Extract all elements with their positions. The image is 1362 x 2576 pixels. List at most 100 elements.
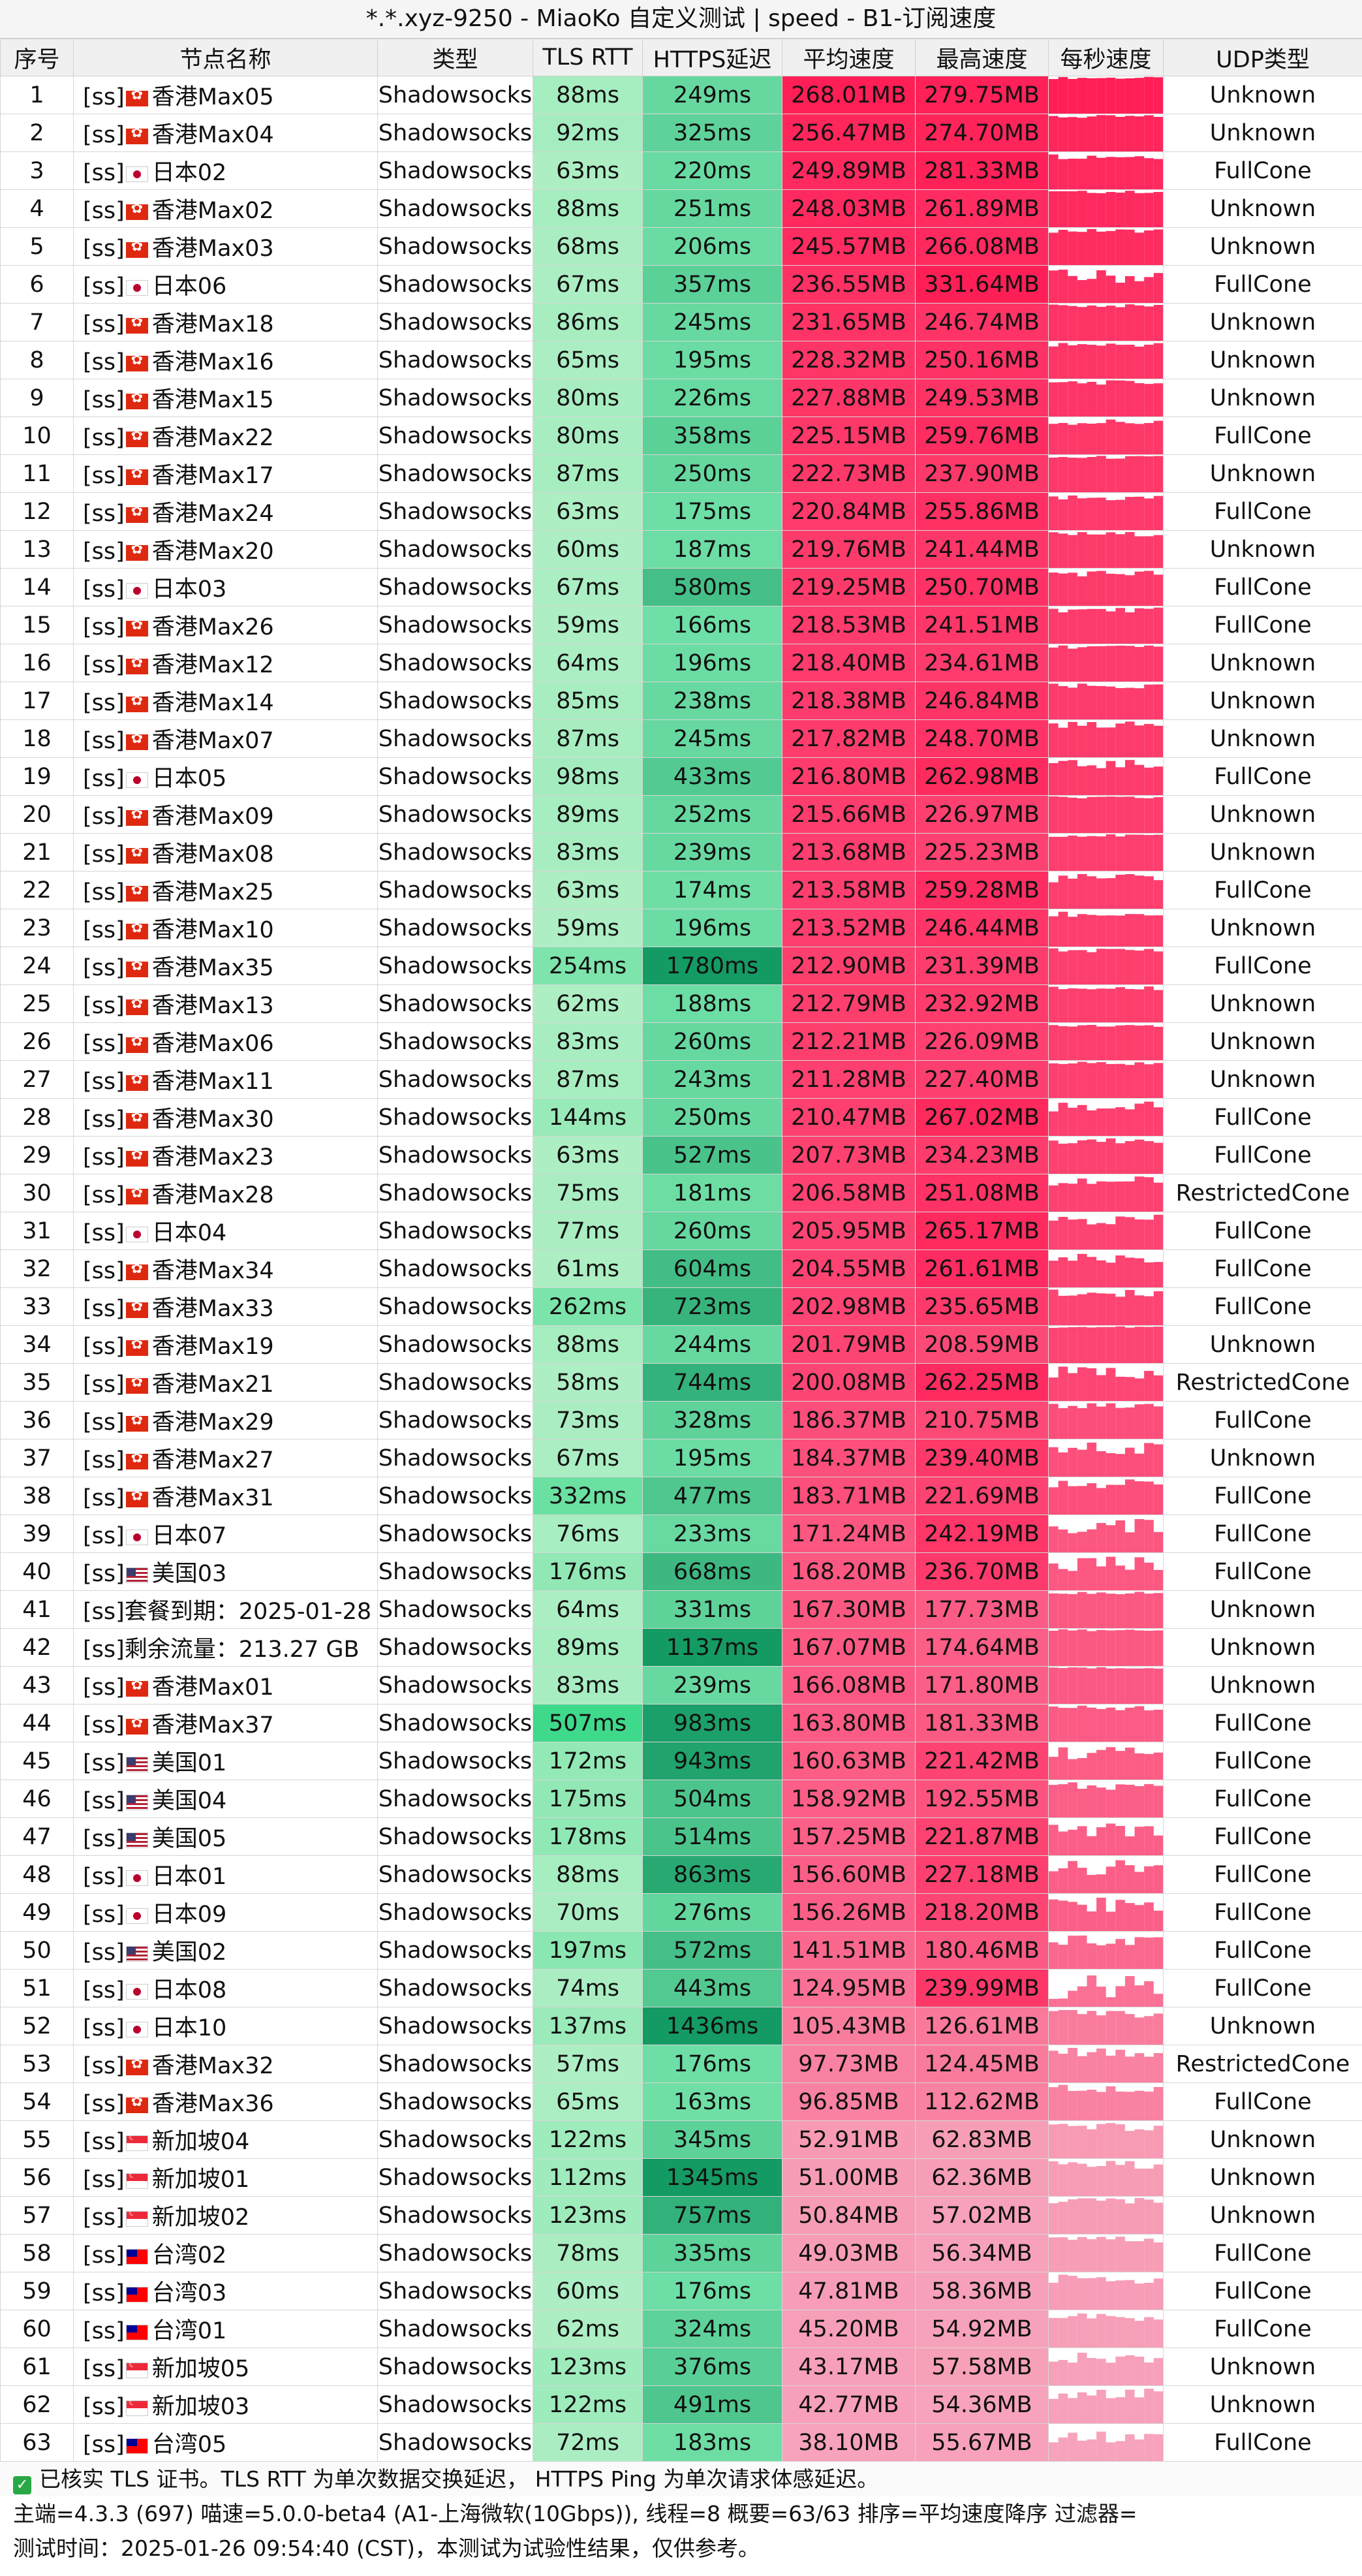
table-row[interactable]: 58 [ss] 台湾02 Shadowsocks 78ms 335ms 49.03MB 56.… xyxy=(0,2234,1362,2272)
table-row[interactable]: 40 [ss] 美国03 Shadowsocks 176ms 668ms 168.20MB 2… xyxy=(0,1552,1362,1591)
speed-bar xyxy=(1153,990,1163,1022)
table-row[interactable]: 8[ss]香港Max16Shadowsocks65ms195ms228.32MB… xyxy=(0,341,1362,379)
table-row[interactable]: 2[ss]香港Max04Shadowsocks92ms325ms256.47MB… xyxy=(0,114,1362,152)
speed-bar xyxy=(1077,1826,1087,1855)
table-row[interactable]: 50 [ss] 美国02 Shadowsocks 197ms 572ms 141.51MB 1… xyxy=(0,1931,1362,1970)
table-row[interactable]: 46 [ss] 美国04 Shadowsocks 175ms 504ms 158.92MB 1… xyxy=(0,1780,1362,1818)
table-row[interactable]: 42 [ss]剩余流量：213.27 GB Shadowsocks 89ms 1137m… xyxy=(0,1628,1362,1667)
table-row[interactable]: 32[ss]香港Max34Shadowsocks61ms604ms204.55M… xyxy=(0,1249,1362,1288)
table-row[interactable]: 9[ss]香港Max15Shadowsocks80ms226ms227.88MB… xyxy=(0,379,1362,417)
table-row[interactable]: 45 [ss] 美国01 Shadowsocks 172ms 943ms 160.63MB 2… xyxy=(0,1742,1362,1780)
table-row[interactable]: 27[ss]香港Max11Shadowsocks87ms243ms211.28M… xyxy=(0,1060,1362,1099)
table-row[interactable]: 7[ss]香港Max18Shadowsocks86ms245ms231.65MB… xyxy=(0,303,1362,341)
table-row[interactable]: 14 [ss] 日本03 Shadowsocks 67ms 580ms 219.25MB 25… xyxy=(0,568,1362,606)
node-name: [ss]香港Max15 xyxy=(73,379,378,417)
table-row[interactable]: 25[ss]香港Max13Shadowsocks62ms188ms212.79M… xyxy=(0,984,1362,1023)
table-row[interactable]: 31 [ss] 日本04 Shadowsocks 77ms 260ms 205.95MB 26… xyxy=(0,1212,1362,1250)
table-row[interactable]: 20[ss]香港Max09Shadowsocks89ms252ms215.66M… xyxy=(0,795,1362,834)
table-row[interactable]: 47 [ss] 美国05 Shadowsocks 178ms 514ms 157.25MB 2… xyxy=(0,1817,1362,1856)
table-row[interactable]: 18[ss]香港Max07Shadowsocks87ms245ms217.82M… xyxy=(0,719,1362,758)
column-header[interactable]: 类型 xyxy=(377,39,533,76)
max-speed: 246.84MB xyxy=(915,682,1049,720)
column-header[interactable]: 每秒速度 xyxy=(1048,39,1164,76)
table-row[interactable]: 15[ss]香港Max26Shadowsocks59ms166ms218.53M… xyxy=(0,606,1362,644)
speed-bar xyxy=(1096,1522,1106,1552)
column-header[interactable]: UDP类型 xyxy=(1163,39,1362,76)
table-row[interactable]: 54[ss]香港Max36Shadowsocks65ms163ms96.85MB… xyxy=(0,2082,1362,2121)
table-row[interactable]: 28[ss]香港Max30Shadowsocks144ms250ms210.47… xyxy=(0,1098,1362,1137)
table-row[interactable]: 17[ss]香港Max14Shadowsocks85ms238ms218.38M… xyxy=(0,682,1362,720)
tls-rtt: 332ms xyxy=(533,1477,643,1515)
table-row[interactable]: 57[ss]新加坡02Shadowsocks123ms757ms50.84MB5… xyxy=(0,2196,1362,2235)
table-row[interactable]: 29[ss]香港Max23Shadowsocks63ms527ms207.73M… xyxy=(0,1136,1362,1174)
table-row[interactable]: 19 [ss] 日本05 Shadowsocks 98ms 433ms 216.80MB 26… xyxy=(0,757,1362,796)
table-row[interactable]: 13[ss]香港Max20Shadowsocks60ms187ms219.76M… xyxy=(0,530,1362,569)
table-row[interactable]: 30[ss]香港Max28Shadowsocks75ms181ms206.58M… xyxy=(0,1174,1362,1212)
column-header[interactable]: HTTPS延迟 xyxy=(642,39,782,76)
table-row[interactable]: 38[ss]香港Max31Shadowsocks332ms477ms183.71… xyxy=(0,1477,1362,1515)
table-row[interactable]: 48 [ss] 日本01 Shadowsocks 88ms 863ms 156.60MB 22… xyxy=(0,1855,1362,1894)
table-row[interactable]: 16[ss]香港Max12Shadowsocks64ms196ms218.40M… xyxy=(0,644,1362,682)
speed-bar xyxy=(1134,1404,1145,1439)
table-row[interactable]: 26[ss]香港Max06Shadowsocks83ms260ms212.21M… xyxy=(0,1022,1362,1061)
table-row[interactable]: 39 [ss] 日本07 Shadowsocks 76ms 233ms 171.24MB 24… xyxy=(0,1515,1362,1553)
https-latency: 943ms xyxy=(642,1742,782,1780)
table-row[interactable]: 3 [ss] 日本02 Shadowsocks 63ms 220ms 249.89MB 281… xyxy=(0,151,1362,190)
table-row[interactable]: 22[ss]香港Max25Shadowsocks63ms174ms213.58M… xyxy=(0,871,1362,909)
avg-speed: 245.57MB xyxy=(782,227,916,266)
speed-bar xyxy=(1106,1138,1116,1174)
avg-speed: 50.84MB xyxy=(782,2196,916,2235)
speed-bar xyxy=(1058,2393,1068,2423)
max-speed: 58.36MB xyxy=(915,2272,1049,2310)
table-row[interactable]: 53[ss]香港Max32Shadowsocks57ms176ms97.73MB… xyxy=(0,2045,1362,2083)
row-number: 25 xyxy=(0,984,74,1023)
row-number: 56 xyxy=(0,2158,74,2197)
avg-speed: 47.81MB xyxy=(782,2272,916,2310)
https-latency: 345ms xyxy=(642,2120,782,2159)
table-row[interactable]: 10[ss]香港Max22Shadowsocks80ms358ms225.15M… xyxy=(0,416,1362,455)
table-row[interactable]: 60 [ss] 台湾01 Shadowsocks 62ms 324ms 45.20MB 54.… xyxy=(0,2310,1362,2348)
speed-bar xyxy=(1077,1486,1087,1515)
table-row[interactable]: 63 [ss] 台湾05 Shadowsocks 72ms 183ms 38.10MB 55.… xyxy=(0,2423,1362,2462)
table-row[interactable]: 33[ss]香港Max33Shadowsocks262ms723ms202.98… xyxy=(0,1287,1362,1326)
node-name: [ss] 日本10 xyxy=(73,2007,378,2045)
speed-bar xyxy=(1106,1630,1116,1666)
column-header[interactable]: 平均速度 xyxy=(782,39,916,76)
table-row[interactable]: 11[ss]香港Max17Shadowsocks87ms250ms222.73M… xyxy=(0,454,1362,493)
speed-bar xyxy=(1087,381,1097,416)
table-row[interactable]: 34[ss]香港Max19Shadowsocks88ms244ms201.79M… xyxy=(0,1325,1362,1364)
table-row[interactable]: 4[ss]香港Max02Shadowsocks88ms251ms248.03MB… xyxy=(0,189,1362,228)
table-row[interactable]: 41 [ss]套餐到期：2025-01-28 Shadowsocks 64ms 331m… xyxy=(0,1590,1362,1629)
column-header[interactable]: 最高速度 xyxy=(915,39,1049,76)
table-row[interactable]: 59 [ss] 台湾03 Shadowsocks 60ms 176ms 47.81MB 58.… xyxy=(0,2272,1362,2310)
speed-bar xyxy=(1153,797,1163,833)
table-row[interactable]: 35[ss]香港Max21Shadowsocks58ms744ms200.08M… xyxy=(0,1363,1362,1402)
udp-type: Unknown xyxy=(1163,644,1362,682)
column-header[interactable]: 序号 xyxy=(0,39,74,76)
table-row[interactable]: 6 [ss] 日本06 Shadowsocks 67ms 357ms 236.55MB 331… xyxy=(0,265,1362,304)
table-row[interactable]: 1[ss]香港Max05Shadowsocks88ms249ms268.01MB… xyxy=(0,76,1362,114)
table-row[interactable]: 62[ss]新加坡03Shadowsocks122ms491ms42.77MB5… xyxy=(0,2385,1362,2424)
table-row[interactable]: 56[ss]新加坡01Shadowsocks112ms1345ms51.00MB… xyxy=(0,2158,1362,2197)
table-row[interactable]: 44[ss]香港Max37Shadowsocks507ms983ms163.80… xyxy=(0,1704,1362,1742)
table-row[interactable]: 37[ss]香港Max27Shadowsocks67ms195ms184.37M… xyxy=(0,1439,1362,1477)
speed-bar xyxy=(1144,76,1154,114)
https-latency: 580ms xyxy=(642,568,782,606)
speed-bar xyxy=(1144,986,1154,1022)
table-row[interactable]: 5[ss]香港Max03Shadowsocks68ms206ms245.57MB… xyxy=(0,227,1362,266)
flag-hk-icon xyxy=(125,465,148,485)
https-latency: 176ms xyxy=(642,2272,782,2310)
table-row[interactable]: 21[ss]香港Max08Shadowsocks83ms239ms213.68M… xyxy=(0,833,1362,872)
table-row[interactable]: 24[ss]香港Max35Shadowsocks254ms1780ms212.9… xyxy=(0,947,1362,985)
table-row[interactable]: 51 [ss] 日本08 Shadowsocks 74ms 443ms 124.95MB 23… xyxy=(0,1969,1362,2007)
column-header[interactable]: 节点名称 xyxy=(73,39,378,76)
column-header[interactable]: TLS RTT xyxy=(533,39,643,76)
table-row[interactable]: 55[ss]新加坡04Shadowsocks122ms345ms52.91MB6… xyxy=(0,2120,1362,2159)
table-row[interactable]: 12[ss]香港Max24Shadowsocks63ms175ms220.84M… xyxy=(0,492,1362,531)
table-row[interactable]: 61[ss]新加坡05Shadowsocks123ms376ms43.17MB5… xyxy=(0,2348,1362,2386)
table-row[interactable]: 52 [ss] 日本10 Shadowsocks 137ms 1436ms 105.43MB… xyxy=(0,2007,1362,2045)
table-row[interactable]: 36[ss]香港Max29Shadowsocks73ms328ms186.37M… xyxy=(0,1401,1362,1439)
table-row[interactable]: 23[ss]香港Max10Shadowsocks59ms196ms213.52M… xyxy=(0,909,1362,947)
table-row[interactable]: 43[ss]香港Max01Shadowsocks83ms239ms166.08M… xyxy=(0,1666,1362,1704)
table-row[interactable]: 49 [ss] 日本09 Shadowsocks 70ms 276ms 156.26MB 21… xyxy=(0,1893,1362,1932)
